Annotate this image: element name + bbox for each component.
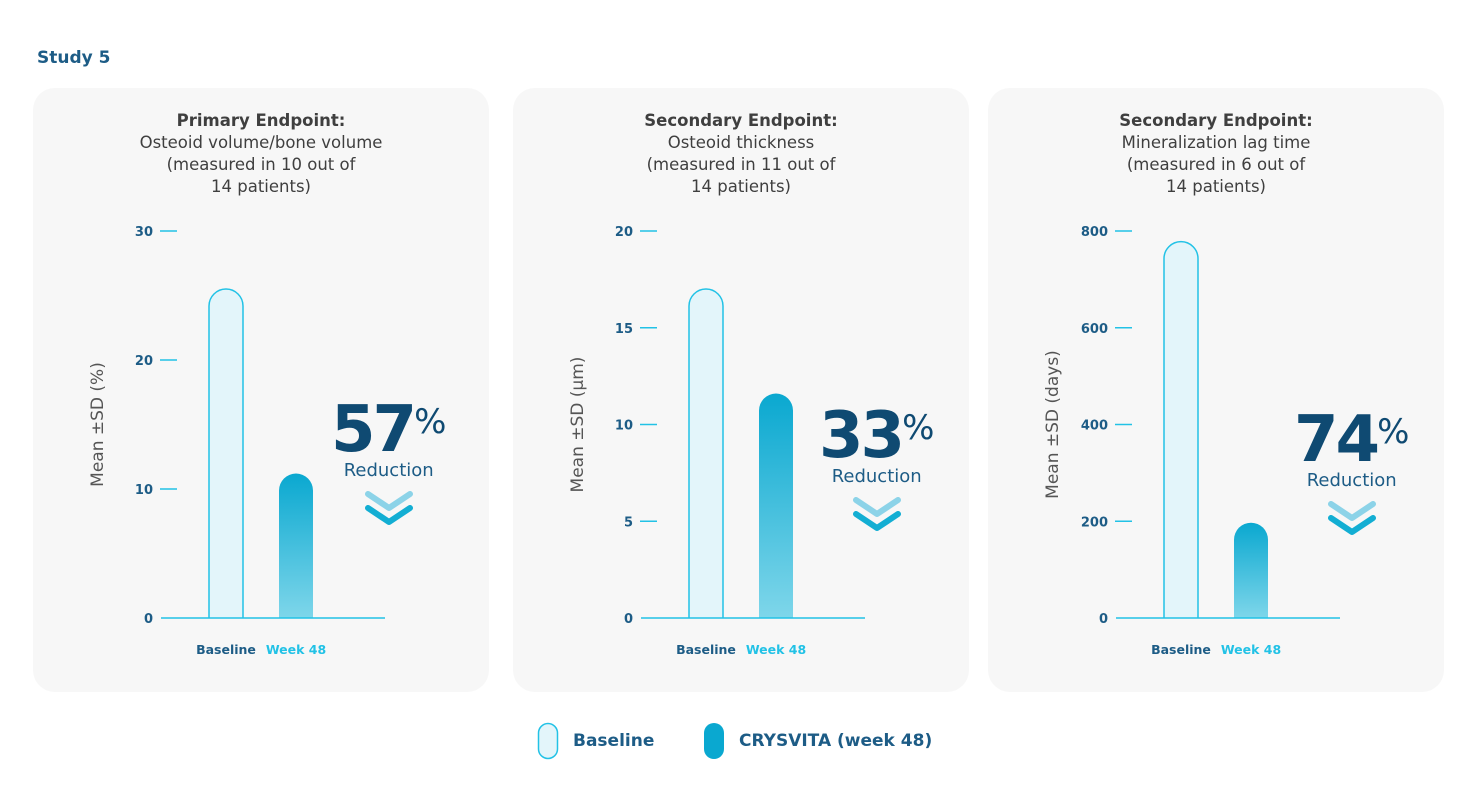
y-axis-label: Mean ±SD (µm) (568, 357, 588, 493)
reduction-callout: 33% Reduction (819, 404, 935, 532)
y-tick-label: 30 (135, 225, 153, 240)
bar-baseline (208, 288, 244, 618)
study-title: Study 5 (37, 48, 111, 68)
reduction-label: Reduction (831, 466, 922, 487)
y-tick-label: 400 (1081, 419, 1108, 434)
percent-sign: % (902, 408, 935, 448)
crysvita-swatch (704, 723, 724, 759)
panel-title: Primary Endpoint: (176, 111, 346, 130)
panel-subtitle: Osteoid volume/bone volume (measured in … (139, 133, 383, 196)
y-axis-label: Mean ±SD (days) (1043, 350, 1063, 499)
reduction-percent: 33 (819, 399, 905, 473)
x-category-label: Week 48 (1221, 642, 1281, 657)
y-tick-label: 20 (135, 354, 153, 369)
legend-item-crysvita: CRYSVITA (week 48) (703, 722, 932, 760)
legend-label-crysvita: CRYSVITA (week 48) (739, 731, 933, 751)
bar-chart: Mean ±SD (µm) 0 5 10 15 20 Baseline Week 48 (568, 225, 865, 657)
chart-panel-osteoid-volume: Primary Endpoint: Osteoid volume/bone vo… (33, 88, 489, 692)
bar-week-48 (759, 393, 793, 618)
y-tick-label: 800 (1081, 225, 1108, 240)
reduction-callout: 57% Reduction (331, 398, 447, 526)
percent-sign: % (1377, 412, 1410, 452)
panel-subtitle: Mineralization lag time (measured in 6 o… (1121, 133, 1311, 196)
baseline-swatch (537, 722, 559, 760)
y-tick-label: 10 (135, 483, 153, 498)
panel-title: Secondary Endpoint: (1119, 111, 1313, 130)
percent-sign: % (414, 402, 447, 442)
reduction-percent: 74 (1294, 403, 1380, 477)
legend-label-baseline: Baseline (573, 731, 655, 751)
bar-week-48 (279, 473, 313, 618)
bar-baseline (688, 288, 724, 618)
y-axis-label: Mean ±SD (%) (88, 362, 108, 487)
panel-title: Secondary Endpoint: (644, 111, 838, 130)
double-chevron-down-icon (1327, 501, 1376, 535)
y-tick-label: 10 (615, 419, 633, 434)
legend: Baseline CRYSVITA (week 48) (0, 722, 1480, 762)
bar-chart: Mean ±SD (days) 0 200 400 600 800 Baseline Week… (1043, 225, 1340, 657)
y-tick-label: 0 (144, 612, 153, 627)
x-category-label: Week 48 (266, 642, 326, 657)
x-category-label: Week 48 (746, 642, 806, 657)
bar-baseline (1163, 240, 1199, 618)
reduction-label: Reduction (1306, 470, 1397, 491)
chart-panel-mineralization-lag: Secondary Endpoint: Mineralization lag t… (988, 88, 1444, 692)
reduction-callout: 74% Reduction (1294, 408, 1410, 536)
y-tick-label: 600 (1081, 322, 1108, 337)
y-tick-label: 15 (615, 322, 633, 337)
bar-chart: Mean ±SD (%) 0 10 20 30 Baseline Week 48 (88, 225, 385, 657)
double-chevron-down-icon (364, 491, 413, 525)
reduction-label: Reduction (343, 460, 434, 481)
y-tick-label: 0 (624, 612, 633, 627)
panel-header: Secondary Endpoint: Osteoid thickness (m… (513, 110, 969, 198)
chart-panel-osteoid-thickness: Secondary Endpoint: Osteoid thickness (m… (513, 88, 969, 692)
x-category-label: Baseline (1151, 642, 1211, 657)
x-category-label: Baseline (676, 642, 736, 657)
y-tick-label: 20 (615, 225, 633, 240)
panel-header: Secondary Endpoint: Mineralization lag t… (988, 110, 1444, 198)
double-chevron-down-icon (852, 497, 901, 531)
reduction-percent: 57 (331, 393, 417, 467)
bar-week-48 (1234, 522, 1268, 618)
y-tick-label: 5 (624, 515, 633, 530)
x-category-label: Baseline (196, 642, 256, 657)
y-tick-label: 0 (1099, 612, 1108, 627)
y-tick-label: 200 (1081, 515, 1108, 530)
panel-subtitle: Osteoid thickness (measured in 11 out of… (646, 133, 836, 196)
legend-item-baseline: Baseline (537, 722, 654, 760)
panel-header: Primary Endpoint: Osteoid volume/bone vo… (33, 110, 489, 198)
